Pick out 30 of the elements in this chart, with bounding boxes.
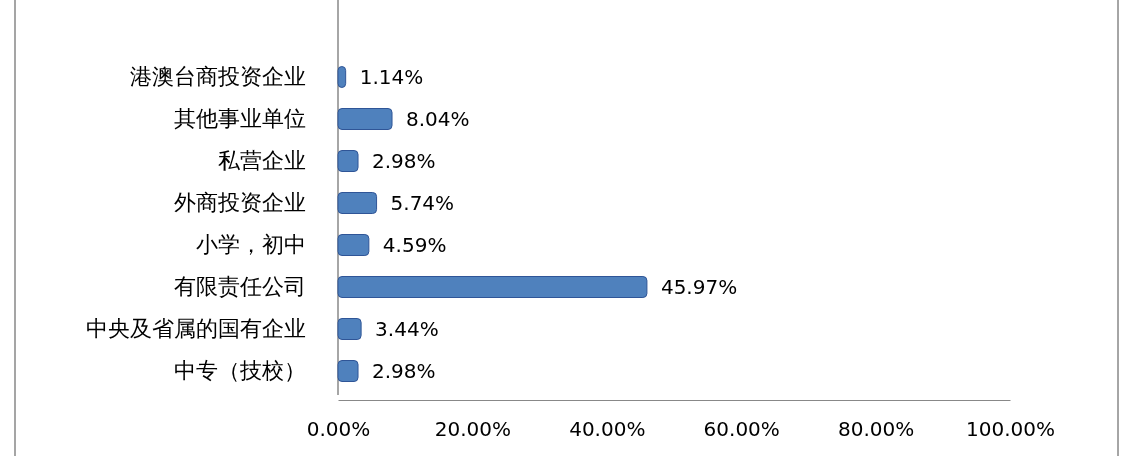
bar	[337, 192, 378, 214]
data-label: 1.14%	[359, 65, 424, 89]
x-tick-label: 60.00%	[703, 417, 780, 442]
data-label: 45.97%	[660, 275, 738, 299]
y-tick-label: 港澳台商投资企业	[130, 64, 306, 90]
y-tick-label: 小学，初中	[196, 232, 306, 258]
x-tick-label: 100.00%	[966, 417, 1055, 442]
y-tick-label: 私营企业	[218, 148, 306, 174]
x-tick-label: 20.00%	[434, 417, 512, 442]
data-label: 4.59%	[382, 233, 447, 257]
y-tick-label: 有限责任公司	[174, 274, 306, 300]
x-tick-label: 80.00%	[837, 417, 915, 442]
y-tick-label: 中专（技校）	[174, 358, 306, 384]
data-label: 8.04%	[406, 107, 470, 131]
bar	[337, 66, 347, 88]
data-label: 3.44%	[375, 317, 439, 341]
x-tick-label: 40.00%	[569, 417, 646, 442]
y-tick-label: 中央及省属的国有企业	[86, 316, 306, 342]
bar	[337, 318, 362, 340]
data-label: 5.74%	[390, 191, 455, 215]
y-tick-label: 其他事业单位	[174, 106, 306, 132]
bar	[337, 234, 370, 256]
data-label: 2.98%	[372, 149, 436, 173]
bar	[337, 150, 359, 172]
bar	[337, 276, 648, 298]
data-label: 2.98%	[372, 359, 436, 383]
bar	[337, 108, 393, 130]
bar	[337, 360, 359, 382]
y-tick-label: 外商投资企业	[174, 190, 306, 216]
x-tick-label: 0.00%	[306, 417, 371, 442]
